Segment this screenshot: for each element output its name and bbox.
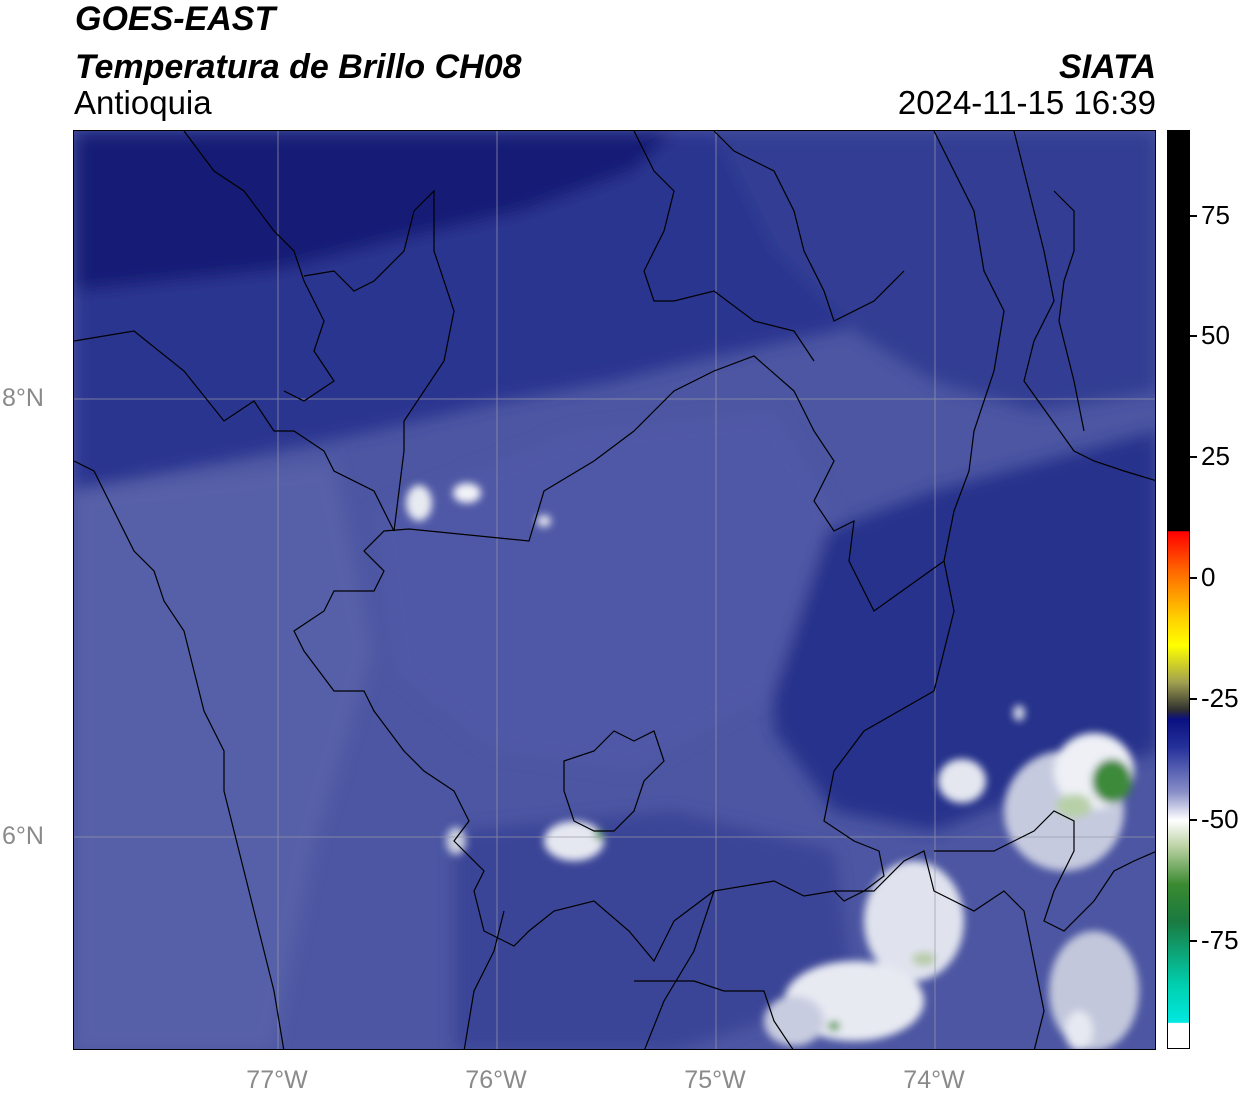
cell-7: [938, 759, 986, 803]
colorbar-label-minus50: -50: [1201, 804, 1239, 834]
boundary-west-coast: [74, 460, 285, 1049]
region-subtitle: Antioquia: [74, 84, 212, 121]
green-cell-2: [1056, 794, 1092, 818]
colorbar-tick: [1190, 819, 1197, 821]
choco-boundary: [74, 330, 395, 532]
green-cell-1: [1092, 759, 1132, 803]
boundary-south: [634, 980, 794, 1049]
cell-1: [406, 485, 432, 521]
boundary-north-gulf: [183, 131, 335, 402]
boundary-urabá: [303, 189, 455, 532]
colorbar-label-minus75: -75: [1201, 925, 1239, 955]
green-cell-5: [912, 952, 936, 966]
colorbar-label-0: 0: [1201, 562, 1216, 592]
temperature-colorbar: [1167, 130, 1190, 1049]
antioquia-boundary: [293, 355, 955, 963]
cell-2: [453, 483, 481, 503]
boundary-medellin: [563, 730, 665, 832]
brightness-temperature-map: [73, 130, 1156, 1050]
cold-region-east: [774, 431, 1155, 831]
lon-label-76W: 76°W: [465, 1066, 527, 1094]
lon-label-75W: 75°W: [684, 1066, 746, 1094]
very-cold-region-north: [74, 131, 674, 291]
mid-region-center: [374, 411, 834, 771]
colorbar-label-50: 50: [1201, 320, 1230, 350]
satellite-title: GOES-EAST: [75, 0, 276, 38]
product-title: Temperatura de Brillo CH08: [75, 48, 522, 86]
lon-label-74W: 74°W: [903, 1066, 965, 1094]
datetime-label: 2024-11-15 16:39: [897, 84, 1156, 121]
cell-6: [1013, 705, 1025, 721]
lat-label-6N: 6°N: [2, 822, 44, 850]
cell-3: [537, 515, 551, 527]
colorbar-tick: [1190, 456, 1197, 458]
colorbar-gradient: [1168, 131, 1189, 1048]
lat-label-8N: 8°N: [2, 384, 44, 412]
boundary-santander: [933, 131, 1005, 562]
cell-13: [1065, 1011, 1093, 1049]
colorbar-label-75: 75: [1201, 200, 1230, 230]
boundary-bolivar: [713, 131, 905, 322]
boundary-southeast: [834, 850, 1045, 1049]
boundary-cordoba: [633, 131, 815, 362]
mid-region-south: [454, 811, 854, 1049]
cell-14: [764, 996, 824, 1046]
green-cell-3: [828, 1021, 840, 1031]
lon-label-77W: 77°W: [246, 1066, 308, 1094]
colorbar-label-25: 25: [1201, 441, 1230, 471]
cell-10: [864, 861, 964, 981]
boundary-boyaca: [934, 810, 1155, 932]
boundary-caldas: [644, 890, 715, 1049]
colorbar-tick: [1190, 577, 1197, 579]
colorbar-tick: [1190, 215, 1197, 217]
colorbar-label-minus25: -25: [1201, 683, 1239, 713]
colorbar-tick: [1190, 698, 1197, 700]
colorbar-tick: [1190, 940, 1197, 942]
boundary-east: [1013, 131, 1155, 482]
boundary-northeast: [1053, 190, 1085, 432]
boundary-risaralda: [463, 910, 505, 1049]
colorbar-tick: [1190, 335, 1197, 337]
cell-4: [544, 821, 604, 861]
cell-12: [1049, 931, 1139, 1049]
agency-label: SIATA: [1059, 48, 1156, 86]
